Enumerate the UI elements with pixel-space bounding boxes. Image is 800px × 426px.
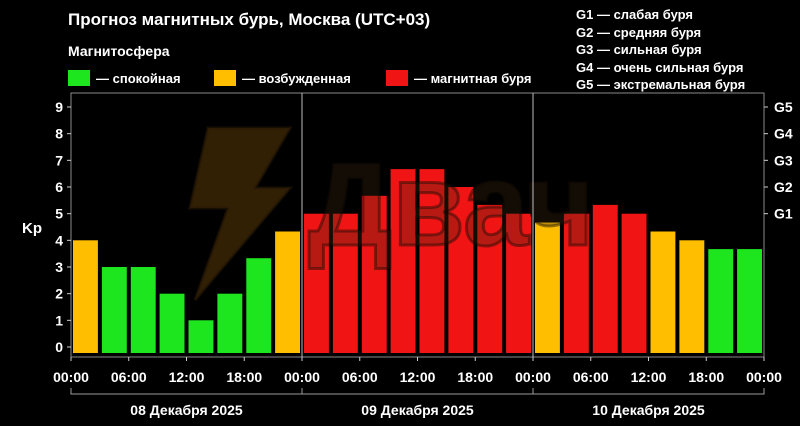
bar: [448, 187, 474, 353]
legend-excited-swatch: [214, 70, 236, 86]
bar: [535, 222, 560, 353]
x-tick-label: 18:00: [457, 369, 493, 385]
y-tick-label: 3: [55, 259, 63, 275]
legend-excited-label: — возбужденная: [242, 70, 351, 86]
bar: [390, 169, 416, 353]
watermark-layer: Двач: [188, 126, 596, 301]
legend-calm-label: — спокойная: [96, 70, 181, 86]
bar: [275, 231, 300, 353]
x-tick-label: 12:00: [631, 369, 667, 385]
legend-storm-swatch: [386, 70, 408, 86]
x-tick-label: 06:00: [342, 369, 378, 385]
bar: [737, 249, 762, 353]
storm-level-list: G1 — слабая буря G2 — средняя буря G3 — …: [576, 6, 745, 94]
x-tick-label: 00:00: [746, 369, 782, 385]
watermark-text: Двач: [308, 139, 594, 271]
bar: [419, 169, 445, 353]
x-tick-label: 00:00: [284, 369, 320, 385]
g-tick-label: G1: [774, 206, 793, 222]
day-bracket: [301, 388, 534, 395]
g-tick-label: G5: [774, 99, 793, 115]
x-tick-label: 12:00: [400, 369, 436, 385]
storm-level-g2: G2 — средняя буря: [576, 24, 702, 40]
bar: [592, 204, 618, 353]
storm-level-g1: G1 — слабая буря: [576, 7, 694, 22]
bar: [679, 240, 705, 353]
y-tick-label: 4: [55, 232, 63, 248]
g-tick-label: G3: [774, 152, 793, 168]
y-tick-label: 9: [55, 99, 63, 115]
legend-calm-swatch: [68, 70, 90, 86]
x-tick-label: 06:00: [573, 369, 609, 385]
bar: [650, 231, 676, 353]
bar: [188, 320, 214, 353]
bar: [563, 213, 589, 353]
x-tick-label: 12:00: [169, 369, 205, 385]
bar: [130, 267, 156, 353]
bar: [477, 204, 503, 353]
x-tick-label: 18:00: [688, 369, 724, 385]
y-tick-label: 0: [55, 339, 63, 355]
y-tick-label: 8: [55, 126, 63, 142]
legend-excited: — возбужденная: [214, 70, 351, 86]
bar: [101, 267, 127, 353]
legend-storm-label: — магнитная буря: [414, 70, 532, 86]
day-bracket: [532, 388, 765, 395]
page-title: Прогноз магнитных бурь, Москва (UTC+03): [68, 10, 431, 29]
day-label: 08 Декабря 2025: [130, 402, 243, 418]
y-tick-label: 1: [55, 312, 63, 328]
y-axis-label: Kp: [22, 220, 42, 237]
bar: [217, 293, 243, 353]
lightning-watermark-icon: [188, 126, 294, 301]
legend-storm: — магнитная буря: [386, 70, 531, 86]
bar: [332, 213, 358, 353]
bar: [304, 213, 329, 353]
bar: [159, 293, 185, 353]
x-tick-label: 00:00: [53, 369, 89, 385]
x-tick-label: 00:00: [515, 369, 551, 385]
x-tick-label: 18:00: [226, 369, 262, 385]
storm-level-g5: G5 — экстремальная буря: [576, 77, 746, 92]
bars-layer: [73, 169, 762, 353]
y-tick-label: 5: [55, 206, 63, 222]
bar: [621, 213, 647, 353]
y-tick-label: 6: [55, 179, 63, 195]
axes-layer: [67, 92, 768, 395]
g-tick-label: G4: [774, 126, 793, 142]
bar: [708, 249, 734, 353]
storm-level-g3: G3 — сильная буря: [576, 42, 702, 57]
labels-layer: 0 1 2 3 4 5 6 7 8 9 G1 G2 G3 G4 G5 Kp 00:00 06:00 12:00 18:…: [22, 99, 793, 418]
g-tick-label: G2: [774, 179, 793, 195]
section-subtitle: Магнитосфера: [68, 43, 170, 59]
y-tick-label: 7: [55, 152, 63, 168]
x-tick-label: 06:00: [111, 369, 147, 385]
day-bracket: [70, 388, 303, 395]
day-label: 10 Декабря 2025: [592, 402, 705, 418]
day-label: 09 Декабря 2025: [361, 402, 474, 418]
storm-level-g4: G4 — очень сильная буря: [576, 59, 744, 75]
bar: [73, 240, 98, 353]
bar: [506, 213, 531, 353]
bar: [246, 258, 272, 353]
y-tick-label: 2: [55, 286, 63, 302]
bar: [361, 195, 387, 353]
legend-calm: — спокойная: [68, 70, 181, 86]
